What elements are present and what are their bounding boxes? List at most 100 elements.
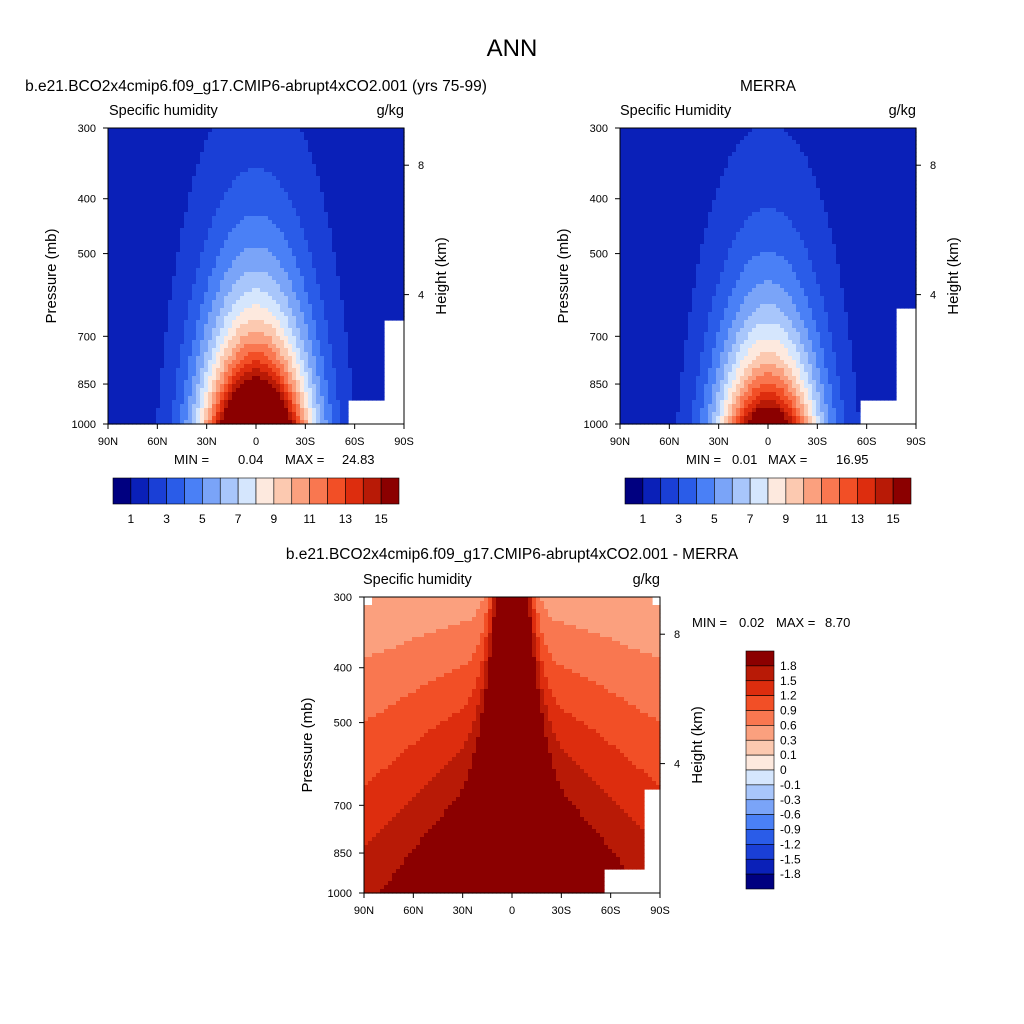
contour-cell: [164, 412, 169, 417]
contour-cell: [196, 256, 201, 261]
contour-cell: [112, 136, 117, 141]
contour-cell: [200, 204, 205, 209]
contour-cell: [220, 172, 225, 177]
contour-cell: [220, 152, 225, 157]
contour-cell: [132, 280, 137, 285]
contour-cell: [240, 148, 245, 153]
contour-cell: [120, 296, 125, 301]
contour-cell: [196, 340, 201, 345]
contour-cell: [220, 232, 225, 237]
contour-cell: [240, 128, 245, 133]
contour-cell: [252, 132, 257, 137]
contour-cell: [192, 400, 197, 405]
contour-cell: [232, 148, 237, 153]
contour-cell: [196, 324, 201, 329]
contour-cell: [208, 160, 213, 165]
contour-cell: [192, 164, 197, 169]
contour-cell: [140, 312, 145, 317]
contour-cell: [252, 292, 257, 297]
contour-cell: [232, 408, 237, 413]
contour-cell: [180, 228, 185, 233]
contour-cell: [248, 304, 253, 309]
contour-cell: [156, 280, 161, 285]
contour-cell: [224, 344, 229, 349]
contour-cell: [212, 224, 217, 229]
contour-cell: [180, 268, 185, 273]
contour-cell: [116, 304, 121, 309]
contour-cell: [132, 192, 137, 197]
contour-cell: [200, 328, 205, 333]
contour-cell: [180, 336, 185, 341]
contour-cell: [204, 340, 209, 345]
contour-cell: [184, 172, 189, 177]
contour-cell: [136, 292, 141, 297]
contour-cell: [196, 408, 201, 413]
contour-cell: [196, 236, 201, 241]
contour-cell: [128, 368, 133, 373]
contour-cell: [112, 200, 117, 205]
contour-cell: [196, 396, 201, 401]
contour-cell: [200, 148, 205, 153]
contour-cell: [120, 184, 125, 189]
contour-cell: [200, 180, 205, 185]
contour-cell: [228, 352, 233, 357]
contour-cell: [208, 296, 213, 301]
contour-cell: [240, 188, 245, 193]
contour-cell: [152, 284, 157, 289]
contour-cell: [108, 164, 113, 169]
contour-cell: [240, 184, 245, 189]
contour-cell: [180, 172, 185, 177]
contour-cell: [172, 172, 177, 177]
contour-cell: [204, 132, 209, 137]
contour-cell: [232, 364, 237, 369]
contour-cell: [212, 164, 217, 169]
contour-cell: [212, 284, 217, 289]
contour-cell: [228, 252, 233, 257]
contour-cell: [152, 228, 157, 233]
contour-cell: [112, 144, 117, 149]
contour-cell: [176, 280, 181, 285]
contour-cell: [140, 364, 145, 369]
contour-cell: [228, 380, 233, 385]
contour-cell: [224, 276, 229, 281]
contour-cell: [156, 324, 161, 329]
contour-cell: [172, 176, 177, 181]
contour-cell: [184, 152, 189, 157]
contour-cell: [156, 224, 161, 229]
contour-cell: [144, 392, 149, 397]
contour-cell: [176, 136, 181, 141]
contour-cell: [128, 172, 133, 177]
contour-cell: [232, 400, 237, 405]
contour-cell: [112, 252, 117, 257]
contour-cell: [168, 156, 173, 161]
contour-cell: [248, 372, 253, 377]
contour-cell: [140, 164, 145, 169]
contour-cell: [252, 196, 257, 201]
contour-cell: [244, 152, 249, 157]
contour-cell: [140, 360, 145, 365]
contour-cell: [108, 220, 113, 225]
contour-cell: [108, 340, 113, 345]
contour-cell: [168, 368, 173, 373]
contour-cell: [232, 396, 237, 401]
contour-cell: [212, 216, 217, 221]
contour-cell: [116, 288, 121, 293]
contour-cell: [132, 240, 137, 245]
contour-cell: [224, 196, 229, 201]
contour-cell: [236, 156, 241, 161]
contour-cell: [164, 136, 169, 141]
contour-cell: [116, 360, 121, 365]
contour-cell: [220, 280, 225, 285]
contour-cell: [228, 216, 233, 221]
contour-cell: [108, 304, 113, 309]
contour-cell: [196, 252, 201, 257]
contour-cell: [252, 172, 257, 177]
contour-cell: [232, 404, 237, 409]
contour-cell: [208, 212, 213, 217]
contour-cell: [140, 292, 145, 297]
contour-cell: [212, 320, 217, 325]
contour-cell: [128, 376, 133, 381]
contour-cell: [128, 372, 133, 377]
contour-cell: [208, 312, 213, 317]
contour-cell: [152, 188, 157, 193]
